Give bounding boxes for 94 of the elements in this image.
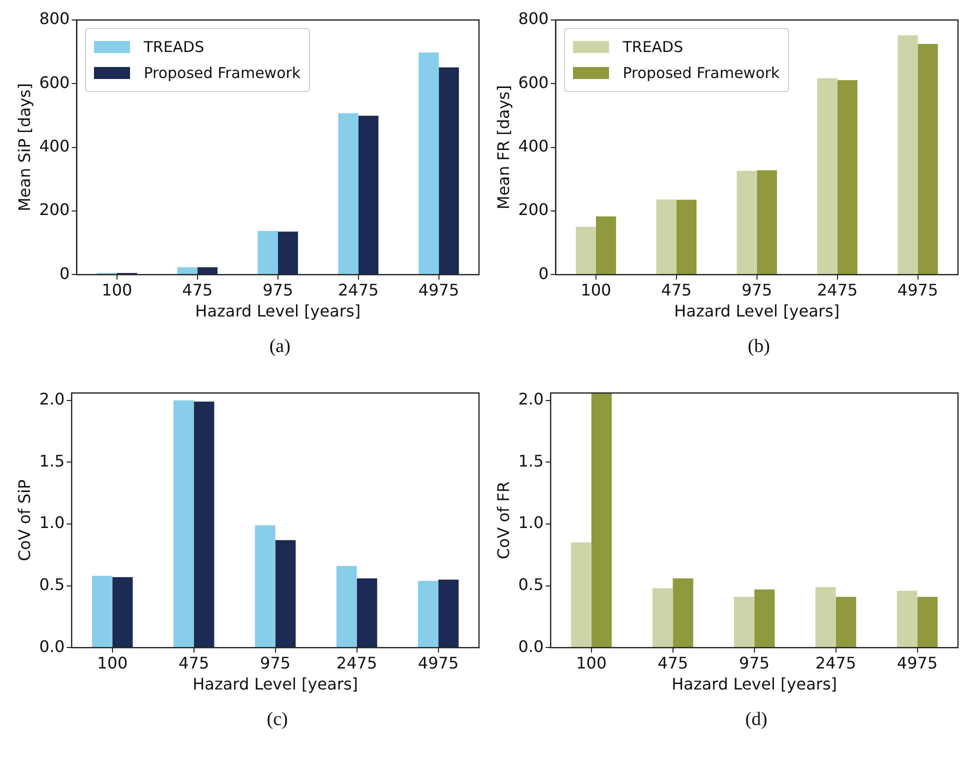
y-tick-label: 200 xyxy=(518,200,549,220)
y-tick-label: 400 xyxy=(518,136,549,156)
y-tick-label: 0.0 xyxy=(39,636,65,656)
y-tick-label: 0.5 xyxy=(39,574,65,594)
x-tick-label: 4975 xyxy=(418,653,459,672)
bar xyxy=(756,170,777,274)
bar xyxy=(836,596,856,648)
text: (d) xyxy=(744,709,768,731)
bar xyxy=(898,35,918,274)
bar xyxy=(173,400,194,648)
x-axis-title: Hazard Level [years] xyxy=(674,302,840,321)
bar xyxy=(896,590,918,648)
bar xyxy=(652,588,673,648)
bar xyxy=(197,267,218,274)
x-tick-label: 100 xyxy=(102,280,132,300)
x-tick-label: 4975 xyxy=(896,653,938,672)
bar xyxy=(672,578,694,648)
bar xyxy=(576,226,596,274)
bar xyxy=(194,402,214,648)
legend-label: Proposed Framework xyxy=(144,64,301,82)
x-tick-label: 975 xyxy=(262,280,294,300)
x-axis-title: Hazard Level [years] xyxy=(672,674,838,694)
x-tick-label: 100 xyxy=(576,653,607,672)
legend-label: TREADS xyxy=(622,38,684,56)
y-axis-title: Mean SiP [days] xyxy=(14,83,34,212)
x-tick-label: 2475 xyxy=(338,280,379,300)
text: (c) xyxy=(266,709,289,731)
x-tick-label: 2475 xyxy=(815,653,856,672)
x-tick-label: 975 xyxy=(260,653,291,672)
x-tick-label: 4975 xyxy=(418,280,460,300)
x-tick-label: 4975 xyxy=(897,280,938,300)
x-tick-label: 475 xyxy=(658,653,688,672)
bar xyxy=(336,566,357,648)
bar xyxy=(92,576,112,648)
bar xyxy=(338,113,358,274)
bar xyxy=(275,540,296,648)
x-tick-label: 100 xyxy=(580,280,612,300)
bar xyxy=(918,44,938,274)
legend-label: Proposed Framework xyxy=(622,64,780,82)
bar xyxy=(817,78,838,274)
y-tick-label: 1.0 xyxy=(518,513,544,532)
x-tick-label: 475 xyxy=(182,280,213,300)
y-tick-label: 1.5 xyxy=(39,451,65,470)
legend-label: TREADS xyxy=(144,38,204,56)
bar xyxy=(356,578,378,648)
bar xyxy=(278,232,298,274)
text: (a) xyxy=(268,336,292,358)
x-tick-label: 475 xyxy=(178,653,210,672)
y-tick-label: 800 xyxy=(518,9,549,28)
x-axis-title: Hazard Level [years] xyxy=(192,674,358,694)
x-tick-label: 975 xyxy=(739,653,770,672)
y-tick-label: 400 xyxy=(39,136,70,156)
x-tick-label: 2475 xyxy=(816,280,858,300)
y-axis-title: CoV of SiP xyxy=(14,479,34,562)
bar xyxy=(254,525,276,648)
y-tick-label: 600 xyxy=(518,72,549,92)
bar xyxy=(676,200,697,274)
bar xyxy=(571,542,592,648)
bar xyxy=(596,216,616,274)
y-tick-label: 1.0 xyxy=(39,513,65,532)
y-tick-label: 1.5 xyxy=(518,451,544,470)
bar xyxy=(734,596,754,648)
y-tick-label: 2.0 xyxy=(39,390,65,409)
bar xyxy=(736,170,757,274)
bar xyxy=(656,199,676,274)
y-tick-label: 2.0 xyxy=(518,390,544,409)
bar xyxy=(591,393,612,648)
bar xyxy=(438,580,459,648)
y-tick-label: 600 xyxy=(39,72,70,92)
x-tick-label: 2475 xyxy=(336,653,378,672)
y-axis-title: CoV of FR xyxy=(494,481,513,560)
bar xyxy=(917,596,938,648)
y-tick-label: 0.0 xyxy=(518,636,544,656)
x-tick-label: 100 xyxy=(97,653,128,672)
x-tick-label: 975 xyxy=(742,280,772,300)
y-tick-label: 0 xyxy=(538,264,549,283)
bar xyxy=(258,231,278,274)
bar xyxy=(112,577,133,648)
bar xyxy=(815,587,836,648)
bar xyxy=(837,80,858,274)
y-axis-title: Mean FR [days] xyxy=(494,85,513,210)
bar xyxy=(418,52,439,274)
y-tick-label: 200 xyxy=(39,200,70,220)
x-axis-title: Hazard Level [years] xyxy=(195,302,361,321)
x-tick-label: 475 xyxy=(661,280,692,300)
bar xyxy=(177,267,198,274)
text: (b) xyxy=(746,336,771,358)
y-tick-label: 800 xyxy=(39,9,70,28)
bar xyxy=(438,67,459,274)
y-tick-label: 0 xyxy=(60,264,70,283)
y-tick-label: 0.5 xyxy=(518,574,544,594)
bar xyxy=(418,580,438,648)
bar xyxy=(358,116,378,274)
bar xyxy=(754,590,775,648)
